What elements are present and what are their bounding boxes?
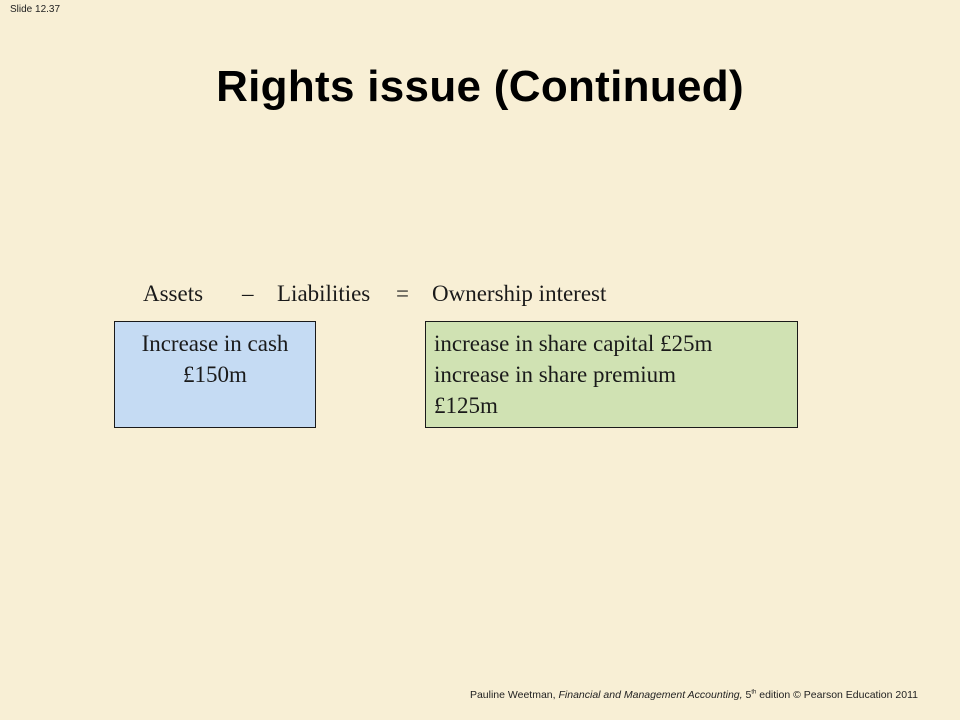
ownership-box-line: £125m — [434, 393, 498, 418]
footer-citation: Pauline Weetman, Financial and Managemen… — [470, 689, 918, 701]
footer-edition-publisher: edition © Pearson Education 2011 — [759, 689, 918, 701]
equation-liabilities-label: Liabilities — [277, 281, 371, 306]
assets-box-line: Increase in cash — [141, 331, 289, 356]
ownership-box: increase in share capital £25m increase … — [425, 321, 798, 428]
equation-equals-sign: = — [396, 281, 409, 306]
equation-assets-label: Assets — [143, 281, 204, 306]
assets-box-line: £150m — [183, 362, 247, 387]
assets-box: Increase in cash £150m — [114, 321, 316, 428]
footer-book-title: Financial and Management Accounting, — [558, 689, 743, 701]
ownership-box-line: increase in share capital £25m — [434, 331, 713, 356]
footer-edition-suffix: th — [751, 689, 757, 696]
equation-minus-sign: – — [242, 281, 254, 306]
slide-title: Rights issue (Continued) — [216, 62, 744, 111]
equation-ownership-label: Ownership interest — [432, 281, 607, 306]
ownership-box-line: increase in share premium — [434, 362, 677, 387]
footer-author: Pauline Weetman, — [469, 689, 556, 701]
footer-edition-number: 5 — [745, 689, 752, 701]
slide-number: Slide 12.37 — [10, 4, 61, 15]
